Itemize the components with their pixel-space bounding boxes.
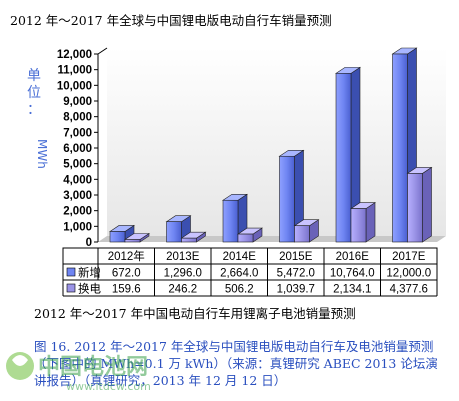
data-label: 159.6 [112,284,141,296]
x-category-label: 2015E [279,251,313,263]
chart-subheading: 2012 年～2017 年中国电动自行车用锂离子电池销量预测 [34,306,356,321]
x-category-label: 2017E [392,251,426,263]
y-axis-unit: MWh [35,139,49,169]
watermark-name: 中国电池网 [38,355,148,380]
x-category-label: 2016E [336,251,370,263]
caption-line-3: 讲报告）（真锂研究，2013 年 12 月 12 日） [34,373,287,388]
bar-新增-2016E [335,66,361,243]
bar-换电-2015E [293,219,320,243]
data-label: 2,134.1 [333,284,371,296]
y-tick-label: 0 [86,237,92,249]
y-tick-label: 10,000 [57,80,92,92]
legend-label: 新增 [78,266,101,280]
y-tick-label: 11,000 [57,65,92,77]
data-label: 2,664.0 [220,268,258,280]
data-label: 5,472.0 [277,268,315,280]
y-axis-label: 单位： MWh [27,68,49,169]
figure-caption: 图 16. 2012 年～2017 年全球与中国锂电版电动自行车及电池销量预测 … [34,338,444,389]
bar-新增-2013E [165,215,192,243]
y-tick-label: 9,000 [63,96,92,108]
data-label: 506.2 [225,284,254,296]
bar-chart: 0 1,000 2,000 3,000 4,000 5,000 6,000 7,000 8,00… [27,47,446,297]
caption-line-1: 图 16. 2012 年～2017 年全球与中国锂电版电动自行车及电池销量预测 [34,339,434,354]
y-tick-label: 3,000 [63,190,92,202]
y-axis-depth [97,47,108,55]
y-tick-label: 4,000 [63,174,92,186]
x-category-label: 2014E [223,251,257,263]
bar-换电-2017E [406,166,433,243]
plot-back-wall [107,48,446,236]
x-category-label: 2012年 [108,249,145,263]
legend-label: 换电 [78,282,101,296]
y-tick-label: 12,000 [57,49,92,61]
caption-line-2: （下图中的 MWh=0.1 万 kWh）（来源：真锂研究 ABEC 2013 论… [34,356,438,371]
y-tick-label: 2,000 [63,206,92,218]
x-category-label: 2013E [166,251,200,263]
legend-swatch [66,267,76,277]
y-tick-label: 5,000 [63,159,92,171]
watermark-logo: 中国电池网 www.itdcw.com [6,352,151,393]
data-label: 246.2 [168,284,197,296]
y-tick-label: 1,000 [63,221,92,233]
bar-新增-2017E [391,47,418,243]
bar-新增-2015E [278,149,305,243]
data-label: 672.0 [112,268,141,280]
data-label: 10,764.0 [330,268,375,280]
data-label: 1,039.7 [277,284,315,296]
watermark-url: www.itdcw.com [66,380,151,393]
bar-换电-2014E [237,227,263,243]
bar-换电-2012年 [124,232,150,243]
svg-text:单位：: 单位： [27,68,41,118]
bar-换电-2013E [180,231,207,243]
y-tick-label: 8,000 [63,112,92,124]
data-label: 12,000.0 [386,268,431,280]
data-label: 4,377.6 [390,284,428,296]
y-tick-label: 7,000 [63,127,92,139]
data-label: 1,296.0 [164,268,202,280]
legend-swatch [66,283,76,293]
chart-heading: 2012 年～2017 年全球与中国锂电版电动自行车销量预测 [10,13,332,28]
bar-换电-2016E [350,202,376,243]
y-tick-label: 6,000 [63,143,92,155]
